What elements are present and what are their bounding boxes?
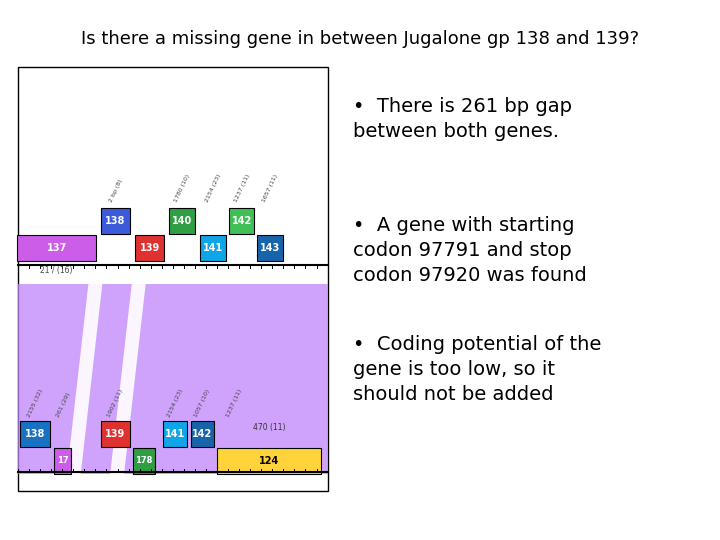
Text: 2154 (23): 2154 (23)	[204, 173, 222, 203]
Text: Is there a missing gene in between Jugalone gp 138 and 139?: Is there a missing gene in between Jugal…	[81, 30, 639, 48]
Polygon shape	[110, 284, 145, 475]
Text: 470 (11): 470 (11)	[253, 422, 285, 431]
FancyBboxPatch shape	[200, 235, 226, 261]
FancyBboxPatch shape	[230, 208, 254, 234]
FancyBboxPatch shape	[135, 235, 164, 261]
Text: 137: 137	[47, 243, 67, 253]
Text: 178: 178	[135, 456, 153, 465]
Text: 124: 124	[258, 456, 279, 466]
FancyBboxPatch shape	[101, 421, 130, 447]
Text: 1657 (11): 1657 (11)	[261, 174, 279, 203]
FancyBboxPatch shape	[55, 448, 71, 474]
Text: 140: 140	[172, 216, 192, 226]
Polygon shape	[67, 284, 102, 475]
Text: 141: 141	[165, 429, 185, 439]
Bar	[18, 68, 328, 491]
FancyBboxPatch shape	[133, 448, 155, 474]
Text: 139: 139	[140, 243, 160, 253]
FancyBboxPatch shape	[217, 448, 320, 474]
Text: •  Coding potential of the
gene is too low, so it
should not be added: • Coding potential of the gene is too lo…	[353, 335, 601, 404]
Text: 17: 17	[57, 456, 68, 465]
Text: 139: 139	[105, 429, 126, 439]
Text: 138: 138	[25, 429, 45, 439]
Text: 141: 141	[203, 243, 223, 253]
Bar	[18, 284, 328, 475]
FancyBboxPatch shape	[101, 208, 130, 234]
Text: 21 / (16): 21 / (16)	[40, 266, 73, 275]
FancyBboxPatch shape	[20, 421, 50, 447]
Text: 2155 (32): 2155 (32)	[27, 389, 44, 419]
Text: 142: 142	[232, 216, 252, 226]
Text: •  A gene with starting
codon 97791 and stop
codon 97920 was found: • A gene with starting codon 97791 and s…	[353, 216, 587, 285]
FancyBboxPatch shape	[191, 421, 214, 447]
Text: 142: 142	[192, 429, 212, 439]
Text: 261 (29): 261 (29)	[55, 392, 71, 418]
Text: 1780 (10): 1780 (10)	[174, 174, 191, 203]
Text: 138: 138	[105, 216, 126, 226]
FancyBboxPatch shape	[163, 421, 187, 447]
Text: 1902 (11): 1902 (11)	[107, 389, 124, 419]
Text: 1057 (10): 1057 (10)	[194, 389, 211, 419]
Text: 2154 (23): 2154 (23)	[166, 389, 184, 419]
Text: 1237 (11): 1237 (11)	[233, 173, 251, 203]
Text: 2 bp (8): 2 bp (8)	[108, 179, 123, 203]
Text: 143: 143	[260, 243, 281, 253]
FancyBboxPatch shape	[169, 208, 195, 234]
FancyBboxPatch shape	[257, 235, 284, 261]
FancyBboxPatch shape	[17, 235, 96, 261]
Text: 1237 (11): 1237 (11)	[225, 389, 243, 419]
Text: •  There is 261 bp gap
between both genes.: • There is 261 bp gap between both genes…	[353, 97, 572, 141]
